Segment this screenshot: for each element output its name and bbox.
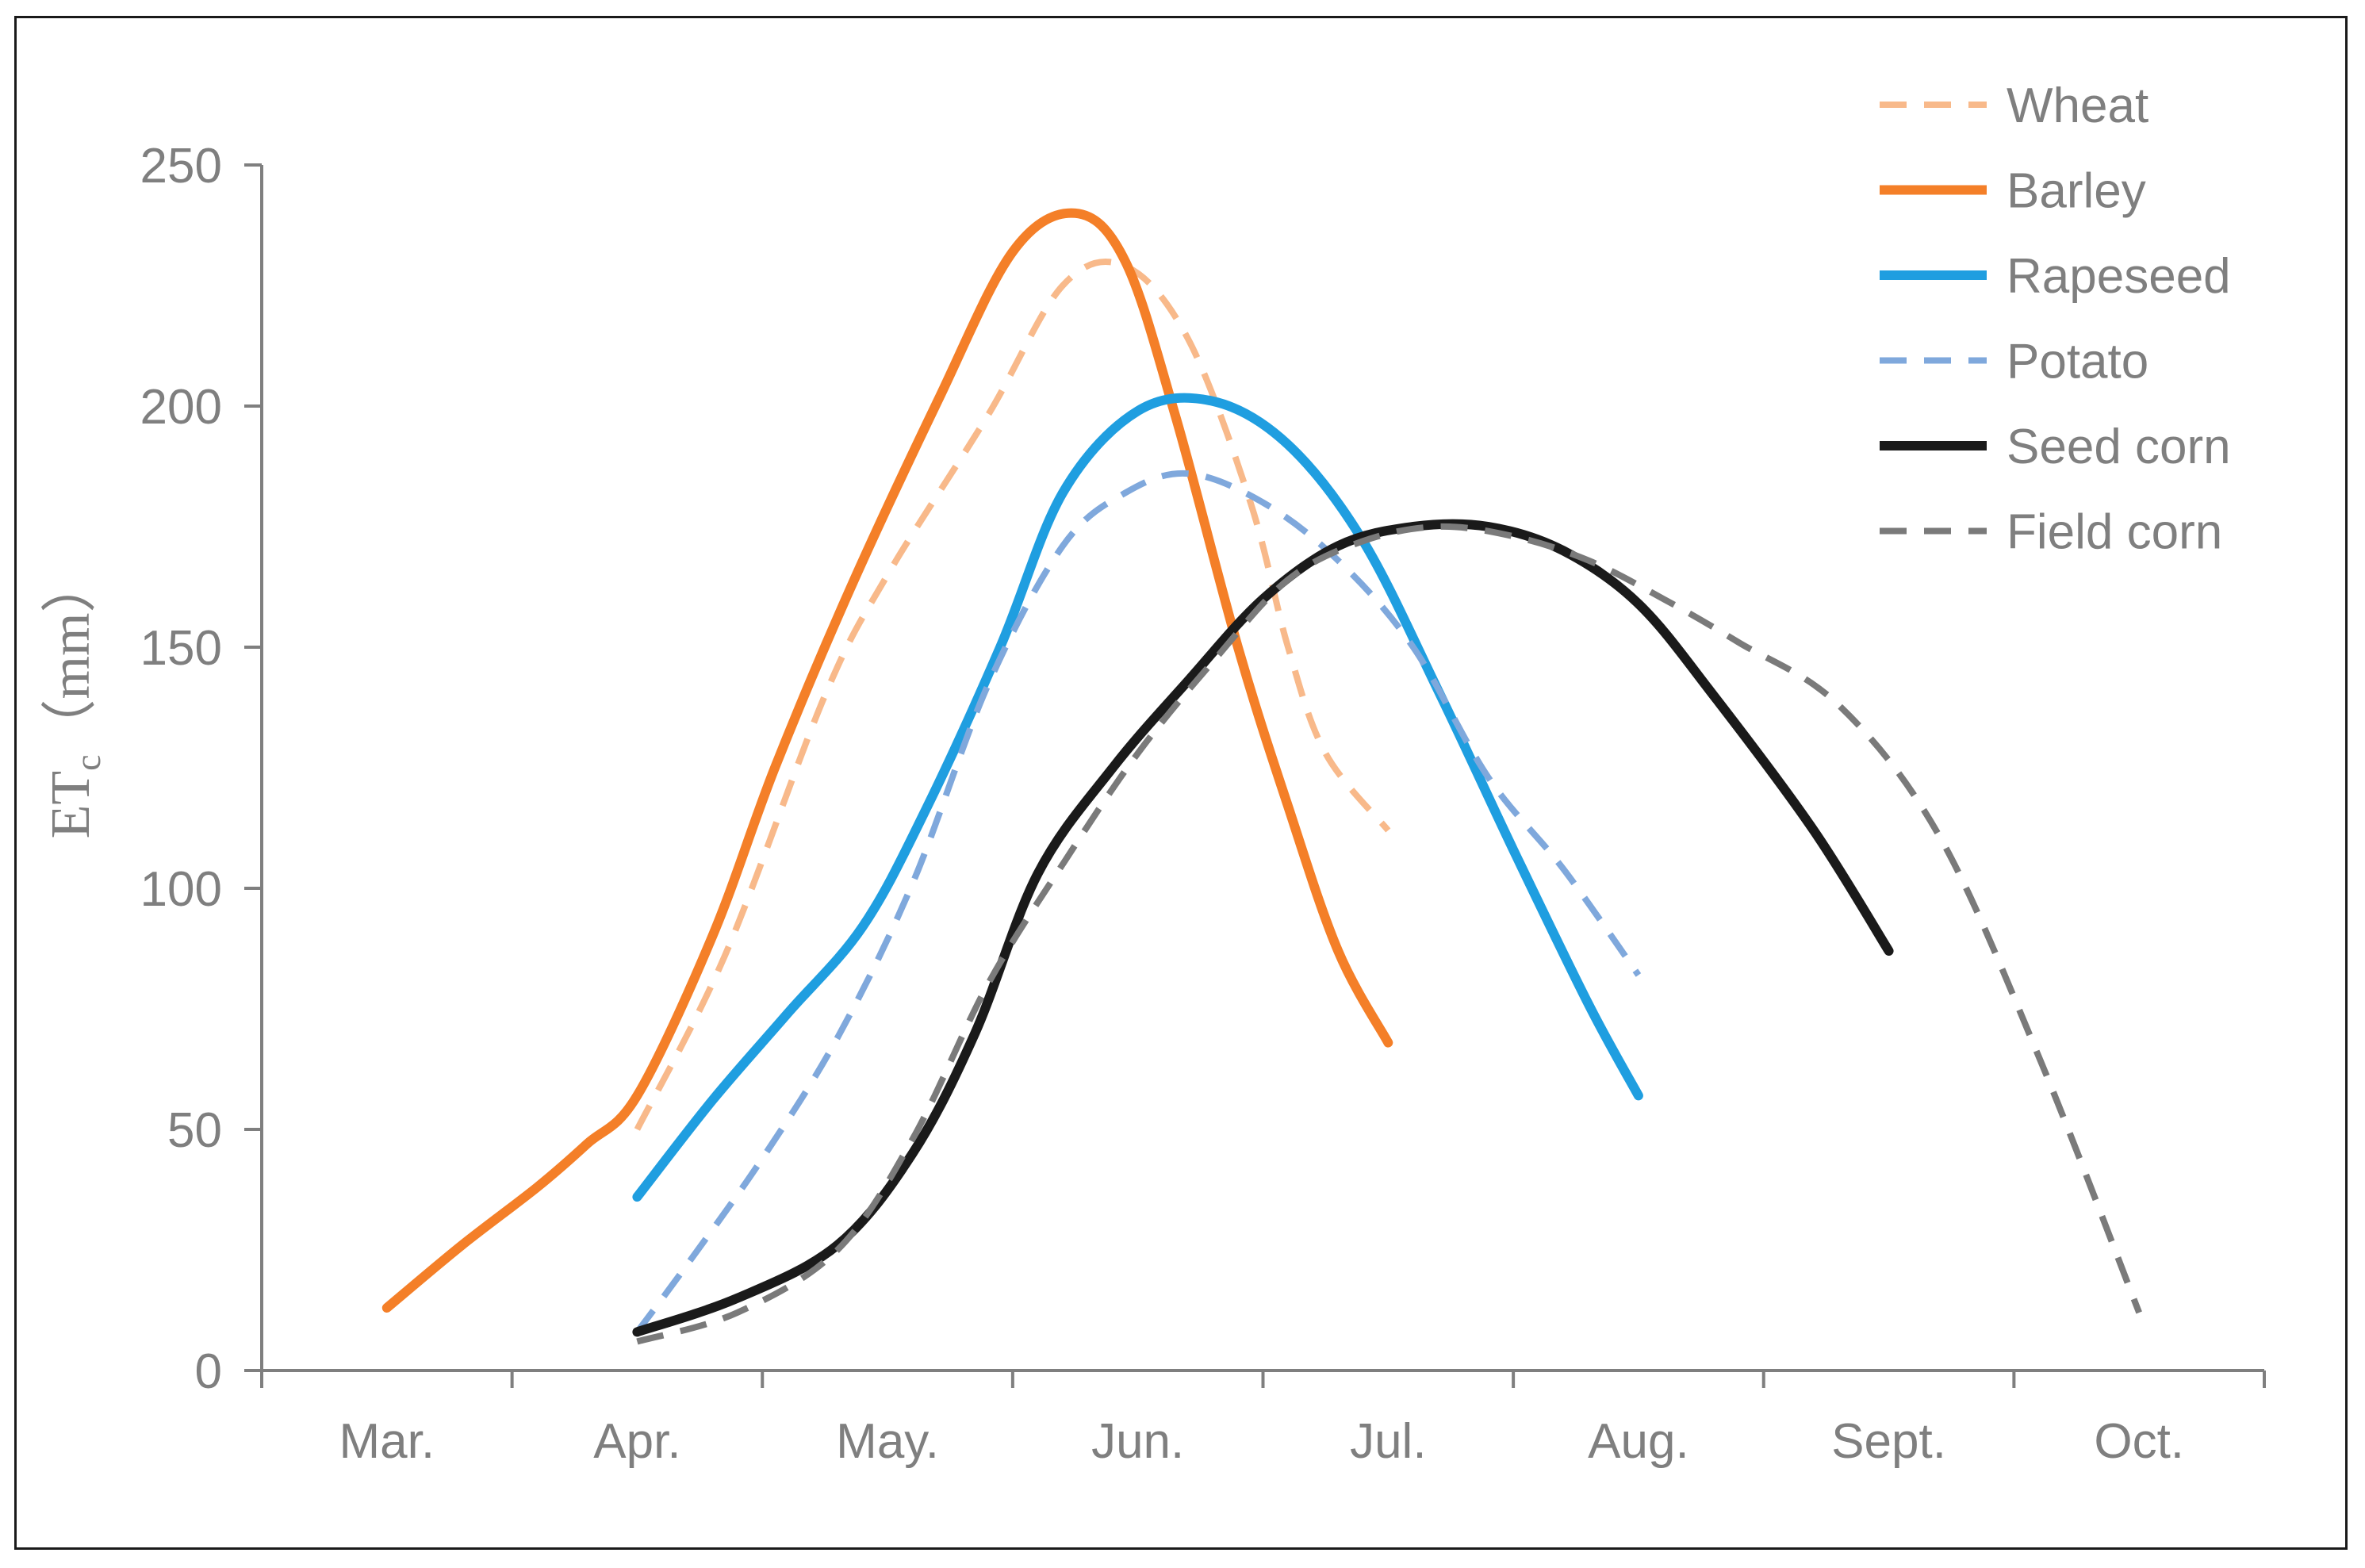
x-tick-label: Jul. [1350,1414,1426,1469]
legend-label-barley: Barley [2007,164,2146,219]
legend-label-wheat: Wheat [2007,79,2148,133]
x-tick-label: Mar. [339,1414,435,1469]
x-tick-label: Oct. [2094,1414,2184,1469]
x-tick-label: Jun. [1091,1414,1184,1469]
y-axis-title: ETc（mm） [40,558,108,839]
series-line-wheat [634,259,1391,1131]
series-line-barley [381,208,1393,1313]
series-line-potato [634,470,1642,1334]
y-tick-label: 0 [195,1344,222,1399]
axes: 0 50 100 150 200 250 Mar. Apr. May. Jun. Jul. Aug. S… [140,139,2266,1469]
y-tick-label: 50 [167,1103,222,1158]
series-line-seed-corn [632,519,1894,1337]
y-axis-title-group: ETc（mm） [40,558,108,839]
legend-label-rapeseed: Rapeseed [2007,249,2231,304]
x-tick-label: Sept. [1831,1414,1946,1469]
y-tick-label: 100 [140,862,222,917]
x-tick-label: Apr. [593,1414,680,1469]
y-axis-title-unit: （mm） [40,558,102,755]
series-line-field-corn [636,523,2142,1345]
legend-label-potato: Potato [2007,335,2148,389]
x-tick-label: Aug. [1588,1414,1689,1469]
x-tick-label: May. [836,1414,939,1469]
series-line-rapeseed [632,393,1643,1202]
y-tick-label: 250 [140,139,222,194]
y-axis-title-sub: c [67,754,108,770]
y-axis-title-main: ET [40,771,102,839]
y-tick-label: 200 [140,380,222,435]
legend-label-field-corn: Field corn [2007,505,2222,560]
series-lines [381,208,2142,1345]
y-tick-label: 150 [140,621,222,676]
legend-label-seed-corn: Seed corn [2007,420,2231,474]
legend: Wheat Barley Rapeseed Potato Seed corn Field … [1880,79,2231,560]
